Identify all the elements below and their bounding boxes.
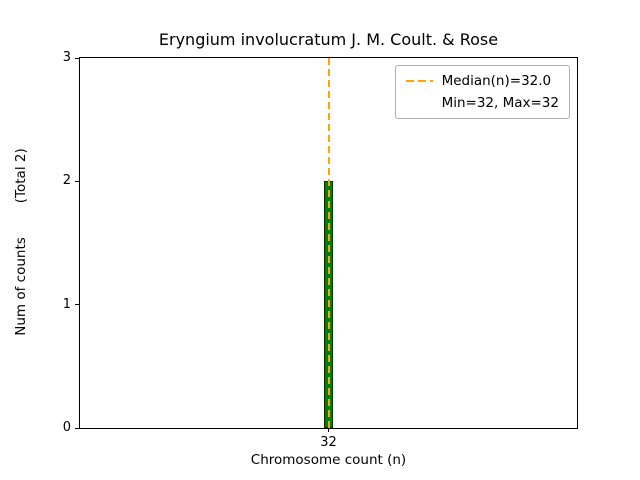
x-tick-label: 32 (320, 435, 337, 450)
y-tick-label: 0 (62, 420, 71, 435)
y-tick-mark (75, 304, 79, 306)
median-dashed-line-swatch (405, 80, 433, 82)
chart-title: Eryngium involucratum J. M. Coult. & Ros… (158, 30, 499, 49)
y-tick-mark (75, 427, 79, 429)
legend-label-median: Median(n)=32.0 (441, 73, 552, 89)
y-axis-label-text: Num of counts (13, 237, 29, 336)
x-axis-label: Chromosome count (n) (250, 452, 407, 468)
legend-entry-median: Median(n)=32.0 (405, 72, 559, 90)
x-tick-mark (328, 428, 329, 432)
y-tick-mark (75, 57, 79, 59)
legend-label-minmax: Min=32, Max=32 (441, 95, 559, 111)
median-line (327, 58, 330, 428)
y-axis-label: Num of counts (Total 2) (13, 148, 29, 335)
y-tick-mark (75, 180, 79, 182)
y-axis-total-label: (Total 2) (13, 148, 29, 204)
y-tick-label: 1 (62, 296, 71, 312)
legend-entry-minmax: Min=32, Max=32 (406, 94, 559, 112)
y-tick-label: 3 (62, 50, 71, 65)
y-tick-label: 2 (62, 173, 71, 189)
legend: Median(n)=32.0 Min=32, Max=32 (394, 65, 570, 119)
plot-area: Median(n)=32.0 Min=32, Max=32 0 1 2 3 32 (63, 50, 578, 450)
empty-swatch (406, 102, 433, 104)
